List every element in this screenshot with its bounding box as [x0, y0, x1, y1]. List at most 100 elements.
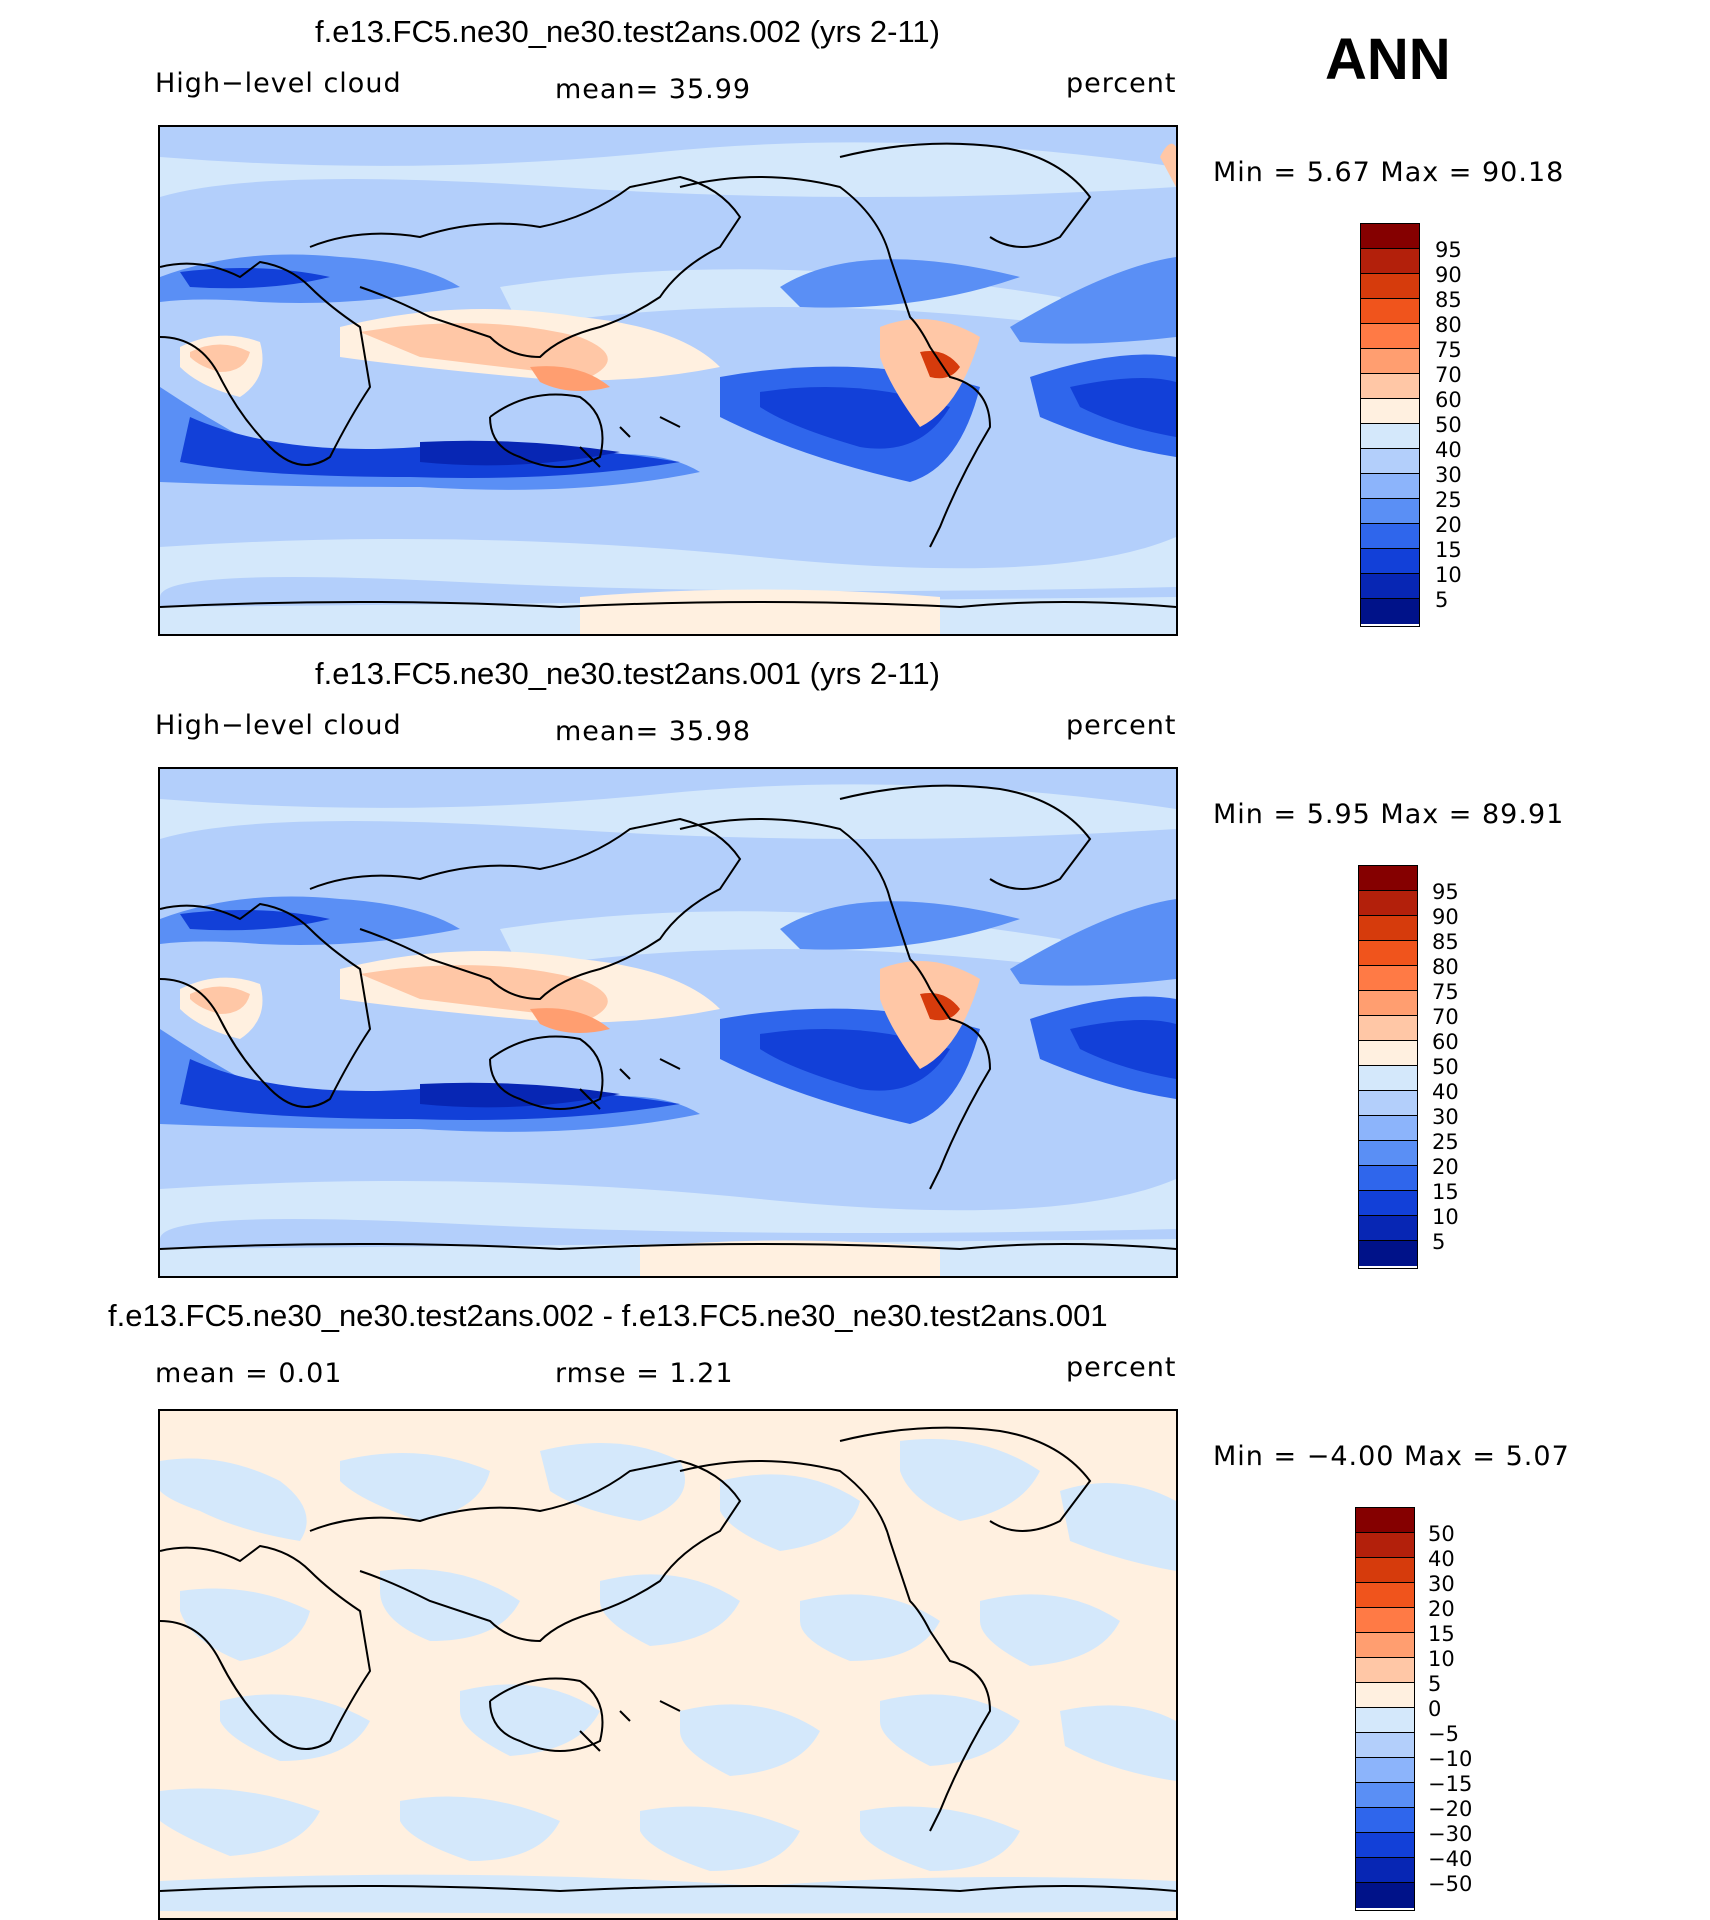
colorbar-tick-label: −15: [1428, 1772, 1473, 1796]
colorbar-tick-label: 90: [1435, 263, 1462, 287]
panel-3-rmse-label: rmse = 1.21: [555, 1358, 734, 1389]
colorbar-tick-label: 60: [1432, 1030, 1459, 1054]
season-label: ANN: [1325, 27, 1451, 92]
colorbar-tick-label: 15: [1435, 538, 1462, 562]
colorbar-tick-label: 80: [1435, 313, 1462, 337]
colorbar-swatch: [1361, 474, 1419, 499]
colorbar-tick-label: 15: [1428, 1622, 1455, 1646]
colorbar-swatch: [1356, 1583, 1414, 1608]
colorbar-swatch: [1356, 1808, 1414, 1833]
panel-2-colorbar: [1358, 865, 1418, 1269]
panel-1-title: f.e13.FC5.ne30_ne30.test2ans.002 (yrs 2-…: [315, 14, 940, 49]
colorbar-tick-label: −20: [1428, 1797, 1473, 1821]
colorbar-swatch: [1356, 1883, 1414, 1908]
colorbar-tick-label: 70: [1435, 363, 1462, 387]
colorbar-tick-label: 50: [1432, 1055, 1459, 1079]
colorbar-tick-label: 85: [1435, 288, 1462, 312]
colorbar-tick-label: 20: [1428, 1597, 1455, 1621]
colorbar-swatch: [1361, 324, 1419, 349]
panel-3-mean-label: mean = 0.01: [155, 1358, 343, 1389]
panel-3-title: f.e13.FC5.ne30_ne30.test2ans.002 - f.e13…: [108, 1298, 1108, 1333]
colorbar-swatch: [1356, 1783, 1414, 1808]
colorbar-swatch: [1361, 299, 1419, 324]
colorbar-tick-label: 40: [1428, 1547, 1455, 1571]
colorbar-swatch: [1359, 891, 1417, 916]
panel-3-map: [158, 1409, 1178, 1920]
colorbar-tick-label: 5: [1428, 1672, 1442, 1696]
colorbar-tick-label: 75: [1432, 980, 1459, 1004]
colorbar-tick-label: 15: [1432, 1180, 1459, 1204]
panel-1-minmax-label: Min = 5.67 Max = 90.18: [1213, 157, 1565, 188]
colorbar-swatch: [1361, 549, 1419, 574]
colorbar-swatch: [1359, 1166, 1417, 1191]
panel-2-title: f.e13.FC5.ne30_ne30.test2ans.001 (yrs 2-…: [315, 656, 940, 691]
colorbar-swatch: [1356, 1758, 1414, 1783]
colorbar-tick-label: 10: [1428, 1647, 1455, 1671]
colorbar-swatch: [1356, 1558, 1414, 1583]
colorbar-swatch: [1359, 1016, 1417, 1041]
colorbar-tick-label: −30: [1428, 1822, 1473, 1846]
colorbar-swatch: [1359, 1141, 1417, 1166]
colorbar-swatch: [1361, 274, 1419, 299]
colorbar-swatch: [1356, 1608, 1414, 1633]
colorbar-swatch: [1361, 574, 1419, 599]
colorbar-tick-label: 95: [1432, 880, 1459, 904]
colorbar-swatch: [1359, 916, 1417, 941]
colorbar-tick-label: −10: [1428, 1747, 1473, 1771]
colorbar-swatch: [1361, 349, 1419, 374]
colorbar-swatch: [1361, 599, 1419, 624]
colorbar-swatch: [1361, 374, 1419, 399]
colorbar-tick-label: 20: [1435, 513, 1462, 537]
colorbar-tick-label: −50: [1428, 1872, 1473, 1896]
colorbar-swatch: [1361, 224, 1419, 249]
colorbar-tick-label: 90: [1432, 905, 1459, 929]
colorbar-swatch: [1359, 1116, 1417, 1141]
panel-1-units-label: percent: [1066, 68, 1177, 99]
colorbar-tick-label: 80: [1432, 955, 1459, 979]
colorbar-tick-label: 10: [1435, 563, 1462, 587]
colorbar-swatch: [1356, 1508, 1414, 1533]
colorbar-tick-label: 50: [1428, 1522, 1455, 1546]
panel-2-variable-label: High−level cloud: [155, 710, 402, 741]
panel-1-variable-label: High−level cloud: [155, 68, 402, 99]
colorbar-tick-label: 30: [1435, 463, 1462, 487]
colorbar-tick-label: 30: [1428, 1572, 1455, 1596]
colorbar-tick-label: 70: [1432, 1005, 1459, 1029]
panel-2-minmax-label: Min = 5.95 Max = 89.91: [1213, 799, 1565, 830]
colorbar-swatch: [1361, 249, 1419, 274]
colorbar-swatch: [1361, 449, 1419, 474]
panel-2-units-label: percent: [1066, 710, 1177, 741]
panel-1-map: [158, 125, 1178, 636]
panel-2-mean-label: mean= 35.98: [555, 716, 752, 747]
panel-3-colorbar: [1355, 1507, 1415, 1911]
colorbar-swatch: [1356, 1533, 1414, 1558]
colorbar-tick-label: −5: [1428, 1722, 1459, 1746]
colorbar-tick-label: 50: [1435, 413, 1462, 437]
colorbar-tick-label: 85: [1432, 930, 1459, 954]
colorbar-tick-label: 75: [1435, 338, 1462, 362]
colorbar-tick-label: 95: [1435, 238, 1462, 262]
colorbar-tick-label: 60: [1435, 388, 1462, 412]
colorbar-swatch: [1361, 499, 1419, 524]
colorbar-tick-label: 25: [1435, 488, 1462, 512]
colorbar-tick-label: 10: [1432, 1205, 1459, 1229]
colorbar-swatch: [1359, 1241, 1417, 1266]
colorbar-swatch: [1356, 1733, 1414, 1758]
colorbar-tick-label: 20: [1432, 1155, 1459, 1179]
colorbar-tick-label: 40: [1432, 1080, 1459, 1104]
panel-1-mean-label: mean= 35.99: [555, 74, 752, 105]
colorbar-tick-label: 30: [1432, 1105, 1459, 1129]
colorbar-tick-label: 5: [1435, 588, 1449, 612]
colorbar-swatch: [1361, 424, 1419, 449]
panel-3-units-label: percent: [1066, 1352, 1177, 1383]
colorbar-swatch: [1359, 1066, 1417, 1091]
colorbar-swatch: [1359, 1091, 1417, 1116]
panel-3-minmax-label: Min = −4.00 Max = 5.07: [1213, 1441, 1570, 1472]
colorbar-swatch: [1359, 866, 1417, 891]
panel-2-map: [158, 767, 1178, 1278]
colorbar-tick-label: 25: [1432, 1130, 1459, 1154]
colorbar-tick-label: −40: [1428, 1847, 1473, 1871]
colorbar-swatch: [1356, 1683, 1414, 1708]
colorbar-tick-label: 40: [1435, 438, 1462, 462]
colorbar-swatch: [1356, 1633, 1414, 1658]
